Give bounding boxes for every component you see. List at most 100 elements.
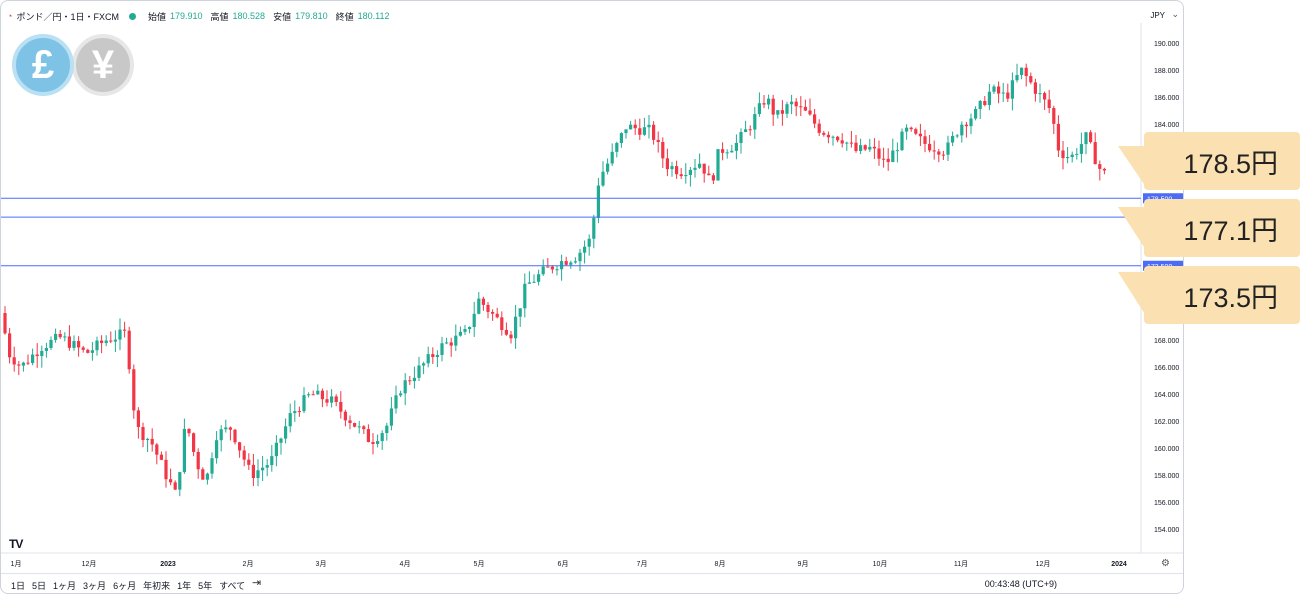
yen-coin-icon: ¥ (72, 34, 134, 96)
candle-body (1102, 168, 1106, 171)
x-tick-label: 2024 (1111, 561, 1127, 568)
candle-body (49, 339, 53, 348)
candle-body (928, 143, 932, 151)
candle-body (964, 124, 968, 127)
candle-body (734, 142, 738, 151)
candle-body (941, 154, 945, 156)
candle-body (279, 438, 283, 443)
range-3m[interactable]: 3ヶ月 (83, 581, 107, 591)
range-5y[interactable]: 5年 (198, 581, 213, 591)
candle-body (555, 269, 559, 271)
candle-body (458, 331, 462, 336)
candle-body (366, 429, 370, 442)
candle-body (215, 440, 219, 459)
time-range-selector: 1日 5日 1ヶ月 3ヶ月 6ヶ月 年初来 1年 5年 すべて (11, 579, 245, 592)
candle-body (665, 158, 669, 170)
candle-body (31, 354, 35, 364)
candle-body (546, 266, 550, 268)
candle-body (918, 133, 922, 137)
candle-body (895, 150, 899, 152)
candle-body (141, 427, 145, 441)
chevron-down-icon[interactable]: ⌄ (1171, 9, 1179, 19)
price-chart[interactable]: 154.000 156.000 158.000 160.000 162.000 164.0… (1, 1, 1184, 594)
range-5d[interactable]: 5日 (32, 581, 47, 591)
candle-body (523, 283, 527, 309)
candle-body (615, 142, 619, 152)
x-tick-label: 3月 (316, 560, 327, 568)
range-ytd[interactable]: 年初来 (143, 581, 171, 591)
candle-body (1043, 93, 1047, 100)
candle-body (100, 340, 104, 344)
y-tick-label: 166.000 (1154, 365, 1179, 372)
candle-body (790, 101, 794, 105)
candle-body (155, 444, 159, 455)
candle-body (371, 441, 375, 444)
pound-coin-icon: £ (12, 34, 74, 96)
candle-body (1093, 142, 1097, 165)
candle-body (426, 354, 430, 364)
x-tick-label: 7月 (637, 560, 648, 568)
candle-body (3, 313, 7, 334)
candle-body (136, 410, 140, 428)
candle-body (504, 330, 508, 335)
range-1y[interactable]: 1年 (177, 581, 192, 591)
candle-body (77, 341, 81, 348)
candle-body (164, 459, 168, 480)
x-tick-label: 12月 (1036, 560, 1051, 568)
candle-body (698, 163, 702, 168)
candle-body (748, 129, 752, 131)
settings-gear-icon[interactable]: ⚙ (1161, 558, 1170, 569)
clock-readout[interactable]: 00:43:48 (UTC+9) (984, 579, 1057, 589)
candle-body (440, 343, 444, 355)
candle-body (205, 473, 209, 480)
candle-body (403, 380, 407, 394)
candle-body (261, 467, 265, 471)
candle-body (412, 377, 416, 382)
y-tick-label: 160.000 (1154, 446, 1179, 453)
candle-body (26, 362, 30, 364)
range-6m[interactable]: 6ヶ月 (113, 581, 137, 591)
candle-body (882, 158, 886, 160)
candle-body (187, 428, 191, 434)
currency-label[interactable]: JPY (1150, 11, 1165, 20)
candle-body (794, 101, 798, 107)
candle-body (619, 133, 623, 143)
candle-body (72, 341, 76, 348)
range-all[interactable]: すべて (219, 581, 246, 591)
go-to-date-icon[interactable]: ⇥ (252, 577, 262, 589)
candle-body (435, 354, 439, 358)
candle-body (817, 123, 821, 133)
candle-body (219, 429, 223, 441)
candle-body (670, 166, 674, 170)
candle-body (224, 427, 228, 430)
candle-body (228, 427, 232, 430)
range-1d[interactable]: 1日 (11, 581, 26, 591)
x-tick-label: 1月 (11, 560, 22, 568)
symbol-title[interactable]: ポンド／円・1日・FXCM (16, 11, 119, 22)
candle-body (385, 425, 389, 434)
candle-body (90, 350, 94, 353)
candle-body (348, 420, 352, 424)
open-value: 179.910 (169, 11, 203, 21)
candle-body (762, 103, 766, 105)
candle-body (35, 354, 39, 357)
candle-body (693, 167, 697, 170)
candle-body (150, 438, 154, 445)
candle-body (1047, 99, 1051, 109)
range-1m[interactable]: 1ヶ月 (53, 581, 77, 591)
candle-body (518, 308, 522, 317)
callout-173-5: 173.5円 (1118, 266, 1300, 324)
candle-body (445, 342, 449, 344)
candle-body (12, 357, 16, 365)
candle-body (1024, 67, 1028, 77)
candle-body (702, 163, 706, 174)
candle-body (960, 124, 964, 136)
y-tick-label: 154.000 (1154, 527, 1179, 534)
candle-body (408, 380, 412, 382)
candle-body (537, 274, 541, 282)
candle-body (578, 252, 582, 262)
candle-body (854, 142, 858, 151)
candle-body (610, 151, 614, 164)
candle-body (247, 459, 251, 465)
candle-body (270, 456, 274, 466)
